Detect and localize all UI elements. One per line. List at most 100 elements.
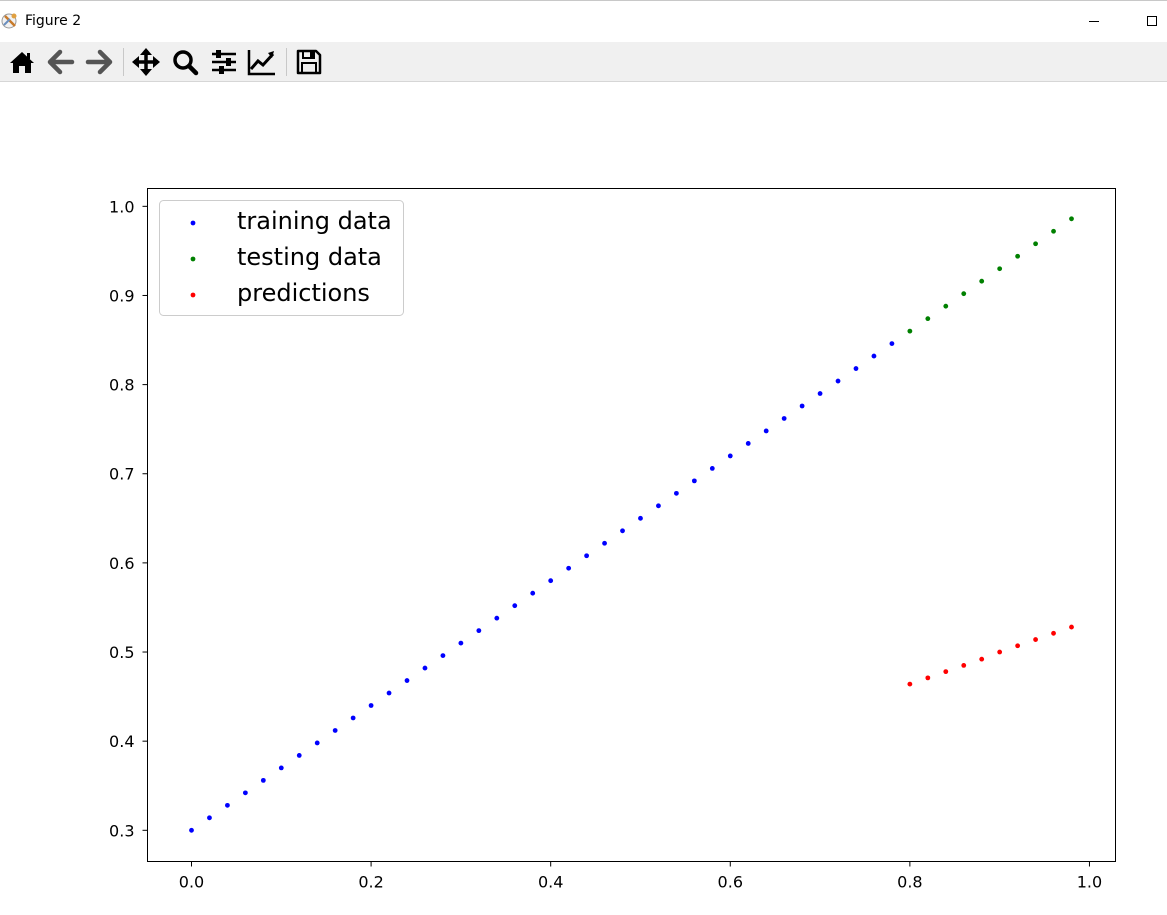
data-point-training-data [763, 428, 769, 434]
data-point-testing-data [1051, 228, 1056, 234]
y-tick-label: 0.7 [109, 465, 134, 484]
edit-axis-icon [247, 50, 275, 76]
data-point-training-data [620, 528, 625, 534]
data-point-training-data [835, 378, 841, 384]
data-point-training-data [799, 403, 805, 409]
x-tick-label: 0.0 [179, 873, 204, 892]
data-point-training-data [225, 802, 230, 808]
forward-button[interactable] [83, 46, 115, 78]
zoom-icon [173, 50, 199, 76]
x-tick-label: 0.6 [718, 873, 743, 892]
back-button[interactable] [45, 46, 77, 78]
data-point-training-data [638, 515, 643, 521]
data-point-training-data [422, 665, 428, 671]
data-point-training-data [476, 628, 482, 634]
data-point-training-data [673, 490, 679, 496]
data-point-training-data [350, 715, 356, 721]
scatter-points [189, 216, 1074, 833]
data-point-predictions [979, 656, 985, 662]
minimize-button[interactable] [1079, 10, 1109, 32]
toolbar-separator [123, 48, 124, 76]
data-point-training-data [189, 827, 194, 833]
data-point-training-data [584, 553, 590, 559]
figure-toolbar [0, 42, 1167, 82]
forward-arrow-icon [85, 49, 113, 75]
legend-label: testing data [237, 243, 382, 271]
data-point-training-data [278, 765, 284, 771]
data-point-training-data [494, 615, 500, 621]
data-point-training-data [727, 453, 733, 459]
configure-subplots-button[interactable] [208, 46, 240, 78]
axes-frame [147, 188, 1116, 862]
window-titlebar: Figure 2 [0, 0, 1167, 42]
data-point-predictions [1015, 643, 1021, 649]
data-point-training-data [566, 565, 572, 571]
data-point-predictions [1033, 637, 1038, 642]
legend-label: training data [237, 207, 392, 235]
legend-marker [190, 292, 196, 298]
y-tick-label: 0.6 [109, 554, 134, 573]
data-point-testing-data [1069, 216, 1074, 222]
y-tick-label: 1.0 [109, 197, 134, 216]
data-point-training-data [440, 653, 446, 658]
x-tick-label: 0.2 [358, 873, 383, 892]
legend-marker [190, 256, 196, 262]
maximize-button[interactable] [1137, 10, 1167, 32]
data-point-training-data [853, 366, 859, 371]
data-point-testing-data [961, 291, 967, 297]
y-tick-label: 0.4 [109, 732, 134, 751]
data-point-training-data [691, 478, 697, 484]
y-tick-label: 0.3 [109, 821, 134, 840]
data-point-training-data [871, 353, 877, 359]
data-point-predictions [943, 669, 949, 675]
data-point-training-data [404, 678, 410, 683]
home-button[interactable] [6, 46, 38, 78]
data-point-testing-data [1015, 253, 1021, 259]
data-point-predictions [1069, 624, 1074, 630]
data-point-testing-data [943, 303, 949, 309]
data-point-training-data [207, 815, 212, 821]
data-point-training-data [781, 416, 787, 421]
data-point-testing-data [1033, 241, 1038, 247]
minimize-icon [1089, 21, 1099, 22]
data-point-training-data [296, 753, 302, 758]
legend: training data testing data predictions [159, 200, 404, 316]
data-point-training-data [368, 703, 374, 708]
data-point-predictions [997, 649, 1003, 655]
y-tick-label: 0.8 [109, 376, 134, 395]
maximize-icon [1147, 16, 1157, 26]
data-point-testing-data [907, 328, 913, 334]
zoom-button[interactable] [169, 46, 201, 78]
data-point-testing-data [997, 266, 1003, 272]
home-icon [10, 52, 34, 73]
data-point-training-data [709, 465, 715, 471]
data-point-training-data [889, 341, 895, 347]
pan-button[interactable] [130, 46, 162, 78]
save-button[interactable] [293, 46, 325, 78]
data-point-training-data [745, 441, 751, 446]
configure-subplots-icon [212, 50, 236, 74]
data-point-training-data [602, 540, 607, 546]
data-point-training-data [314, 740, 320, 746]
data-point-training-data [260, 777, 266, 783]
save-icon [296, 49, 322, 75]
data-point-training-data [332, 728, 338, 733]
data-point-testing-data [925, 316, 931, 322]
x-tick-label: 1.0 [1077, 873, 1102, 892]
data-point-predictions [961, 662, 967, 668]
data-point-training-data [817, 391, 823, 396]
data-point-training-data [548, 578, 554, 584]
back-arrow-icon [47, 49, 75, 75]
pan-icon [132, 48, 160, 76]
x-tick-label: 0.4 [538, 873, 563, 892]
data-point-training-data [656, 503, 661, 509]
data-point-predictions [925, 675, 931, 681]
data-point-training-data [458, 640, 464, 646]
edit-axis-button[interactable] [246, 46, 278, 78]
data-point-predictions [907, 681, 913, 687]
x-tick-label: 0.8 [897, 873, 922, 892]
figure-canvas: 0.0 0.2 0.4 0.6 0.8 1.0 0.3 0.4 0.5 0.6 0.7 0.8 0.9 1… [109, 188, 1116, 892]
data-point-training-data [386, 690, 392, 696]
toolbar-separator [286, 48, 287, 76]
legend-marker [190, 220, 196, 226]
